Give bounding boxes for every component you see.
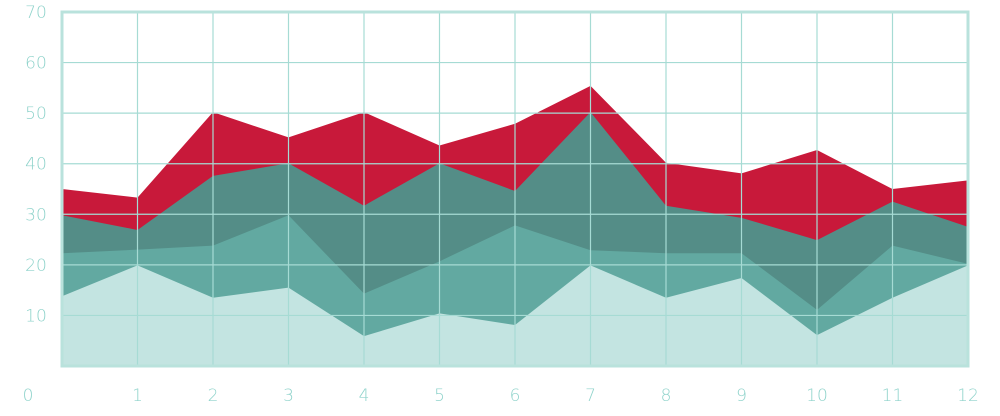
y-axis-ticks: 10 20 30 40 50 60 70: [25, 3, 47, 326]
x-tick-label: 4: [359, 386, 370, 406]
x-tick-label: 9: [736, 386, 747, 406]
x-tick-label: 3: [283, 386, 294, 406]
x-tick-label: 5: [434, 386, 445, 406]
y-tick-label: 60: [25, 54, 47, 74]
y-tick-label: 30: [25, 205, 47, 225]
x-tick-label: 6: [510, 386, 521, 406]
y-tick-label: 10: [25, 306, 47, 326]
grid-lines: [62, 12, 968, 366]
y-tick-label: 50: [25, 104, 47, 124]
y-tick-label: 40: [25, 155, 47, 175]
x-tick-label: 12: [957, 386, 979, 406]
y-tick-label: 20: [25, 256, 47, 276]
x-tick-label: 1: [132, 386, 143, 406]
x-axis-ticks: 0 1 2 3 4 5 6 7 8 9 10 11 12: [23, 386, 979, 406]
x-tick-label: 2: [208, 386, 219, 406]
x-tick-label: 0: [23, 386, 34, 406]
x-tick-label: 8: [661, 386, 672, 406]
y-tick-label: 70: [25, 3, 47, 23]
plot-frame: [60, 10, 970, 368]
x-tick-label: 11: [882, 386, 904, 406]
x-tick-label: 10: [806, 386, 828, 406]
x-tick-label: 7: [585, 386, 596, 406]
